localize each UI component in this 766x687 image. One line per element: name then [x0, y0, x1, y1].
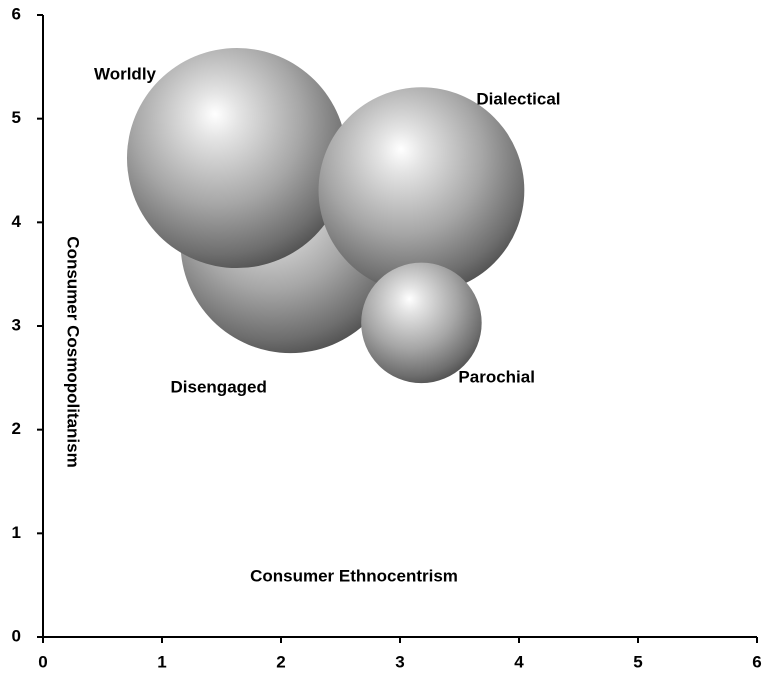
y-tick-label: 2: [12, 419, 21, 438]
bubble: [318, 87, 525, 294]
y-tick-label: 0: [12, 626, 21, 645]
x-tick-label: 2: [276, 652, 285, 671]
bubble-label: Parochial: [458, 367, 535, 386]
x-tick-label: 1: [157, 652, 166, 671]
y-tick-label: 1: [12, 523, 21, 542]
y-tick-label: 3: [12, 315, 21, 334]
x-tick-label: 3: [395, 652, 404, 671]
y-tick-label: 5: [12, 108, 21, 127]
x-tick-label: 4: [514, 652, 524, 671]
x-tick-label: 6: [752, 652, 761, 671]
bubble-label: Worldly: [94, 65, 157, 84]
y-axis-title: Consumer Cosmopolitanism: [64, 236, 83, 467]
bubble: [126, 48, 347, 269]
bubble: [361, 262, 482, 384]
bubble-label: Disengaged: [171, 378, 267, 397]
x-tick-label: 0: [38, 652, 47, 671]
y-tick-label: 4: [12, 212, 22, 231]
bubble-label: Dialectical: [476, 90, 560, 109]
x-axis-title: Consumer Ethnocentrism: [250, 566, 458, 585]
y-tick-label: 6: [12, 4, 21, 23]
x-tick-label: 5: [633, 652, 642, 671]
